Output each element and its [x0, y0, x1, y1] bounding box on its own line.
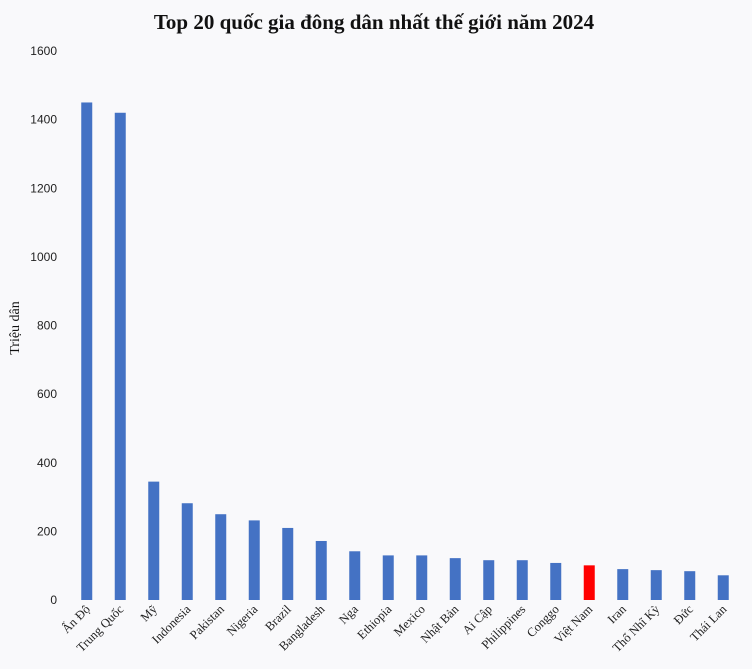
bar: [215, 514, 227, 600]
bar: [483, 560, 495, 600]
bar: [248, 520, 260, 600]
y-tick-label: 200: [37, 524, 57, 538]
x-tick-label: Nhật Bản: [418, 602, 462, 646]
bar: [650, 570, 662, 600]
x-tick-label: Nigeria: [224, 602, 261, 639]
bar: [148, 481, 160, 600]
bars: [81, 102, 729, 600]
y-axis-label: Triệu dân: [8, 301, 23, 355]
y-tick-label: 1400: [30, 113, 57, 127]
y-tick-label: 1600: [30, 44, 57, 58]
y-axis-ticks: 0 200 400 600 800 1000 1200 1400 1600: [30, 44, 57, 607]
bar: [81, 102, 93, 600]
bar: [382, 555, 394, 600]
y-tick-label: 600: [37, 387, 57, 401]
bar: [717, 575, 729, 600]
x-tick-label: Đức: [671, 602, 696, 627]
x-tick-label: Thái Lan: [687, 602, 730, 645]
bar: [583, 565, 595, 600]
x-tick-label: Pakistan: [187, 602, 227, 642]
bar: [181, 503, 193, 600]
x-tick-label: Iran: [605, 602, 630, 627]
bar: [416, 555, 428, 600]
x-tick-label: Ethiopia: [355, 602, 395, 642]
y-tick-label: 0: [50, 593, 57, 607]
y-tick-label: 800: [37, 319, 57, 333]
bar: [684, 571, 696, 600]
bar: [617, 569, 629, 600]
chart-title: Top 20 quốc gia đông dân nhất thế giới n…: [154, 10, 595, 34]
y-tick-label: 400: [37, 456, 57, 470]
bar: [516, 560, 528, 600]
bar: [315, 540, 327, 600]
x-tick-label: Mỹ: [138, 602, 161, 625]
bar: [114, 112, 126, 600]
bar: [282, 527, 294, 600]
x-tick-label: Nga: [336, 602, 361, 627]
y-tick-label: 1000: [30, 250, 57, 264]
bar: [550, 562, 562, 600]
y-tick-label: 1200: [30, 181, 57, 195]
bar: [449, 558, 461, 600]
bar: [349, 551, 361, 600]
